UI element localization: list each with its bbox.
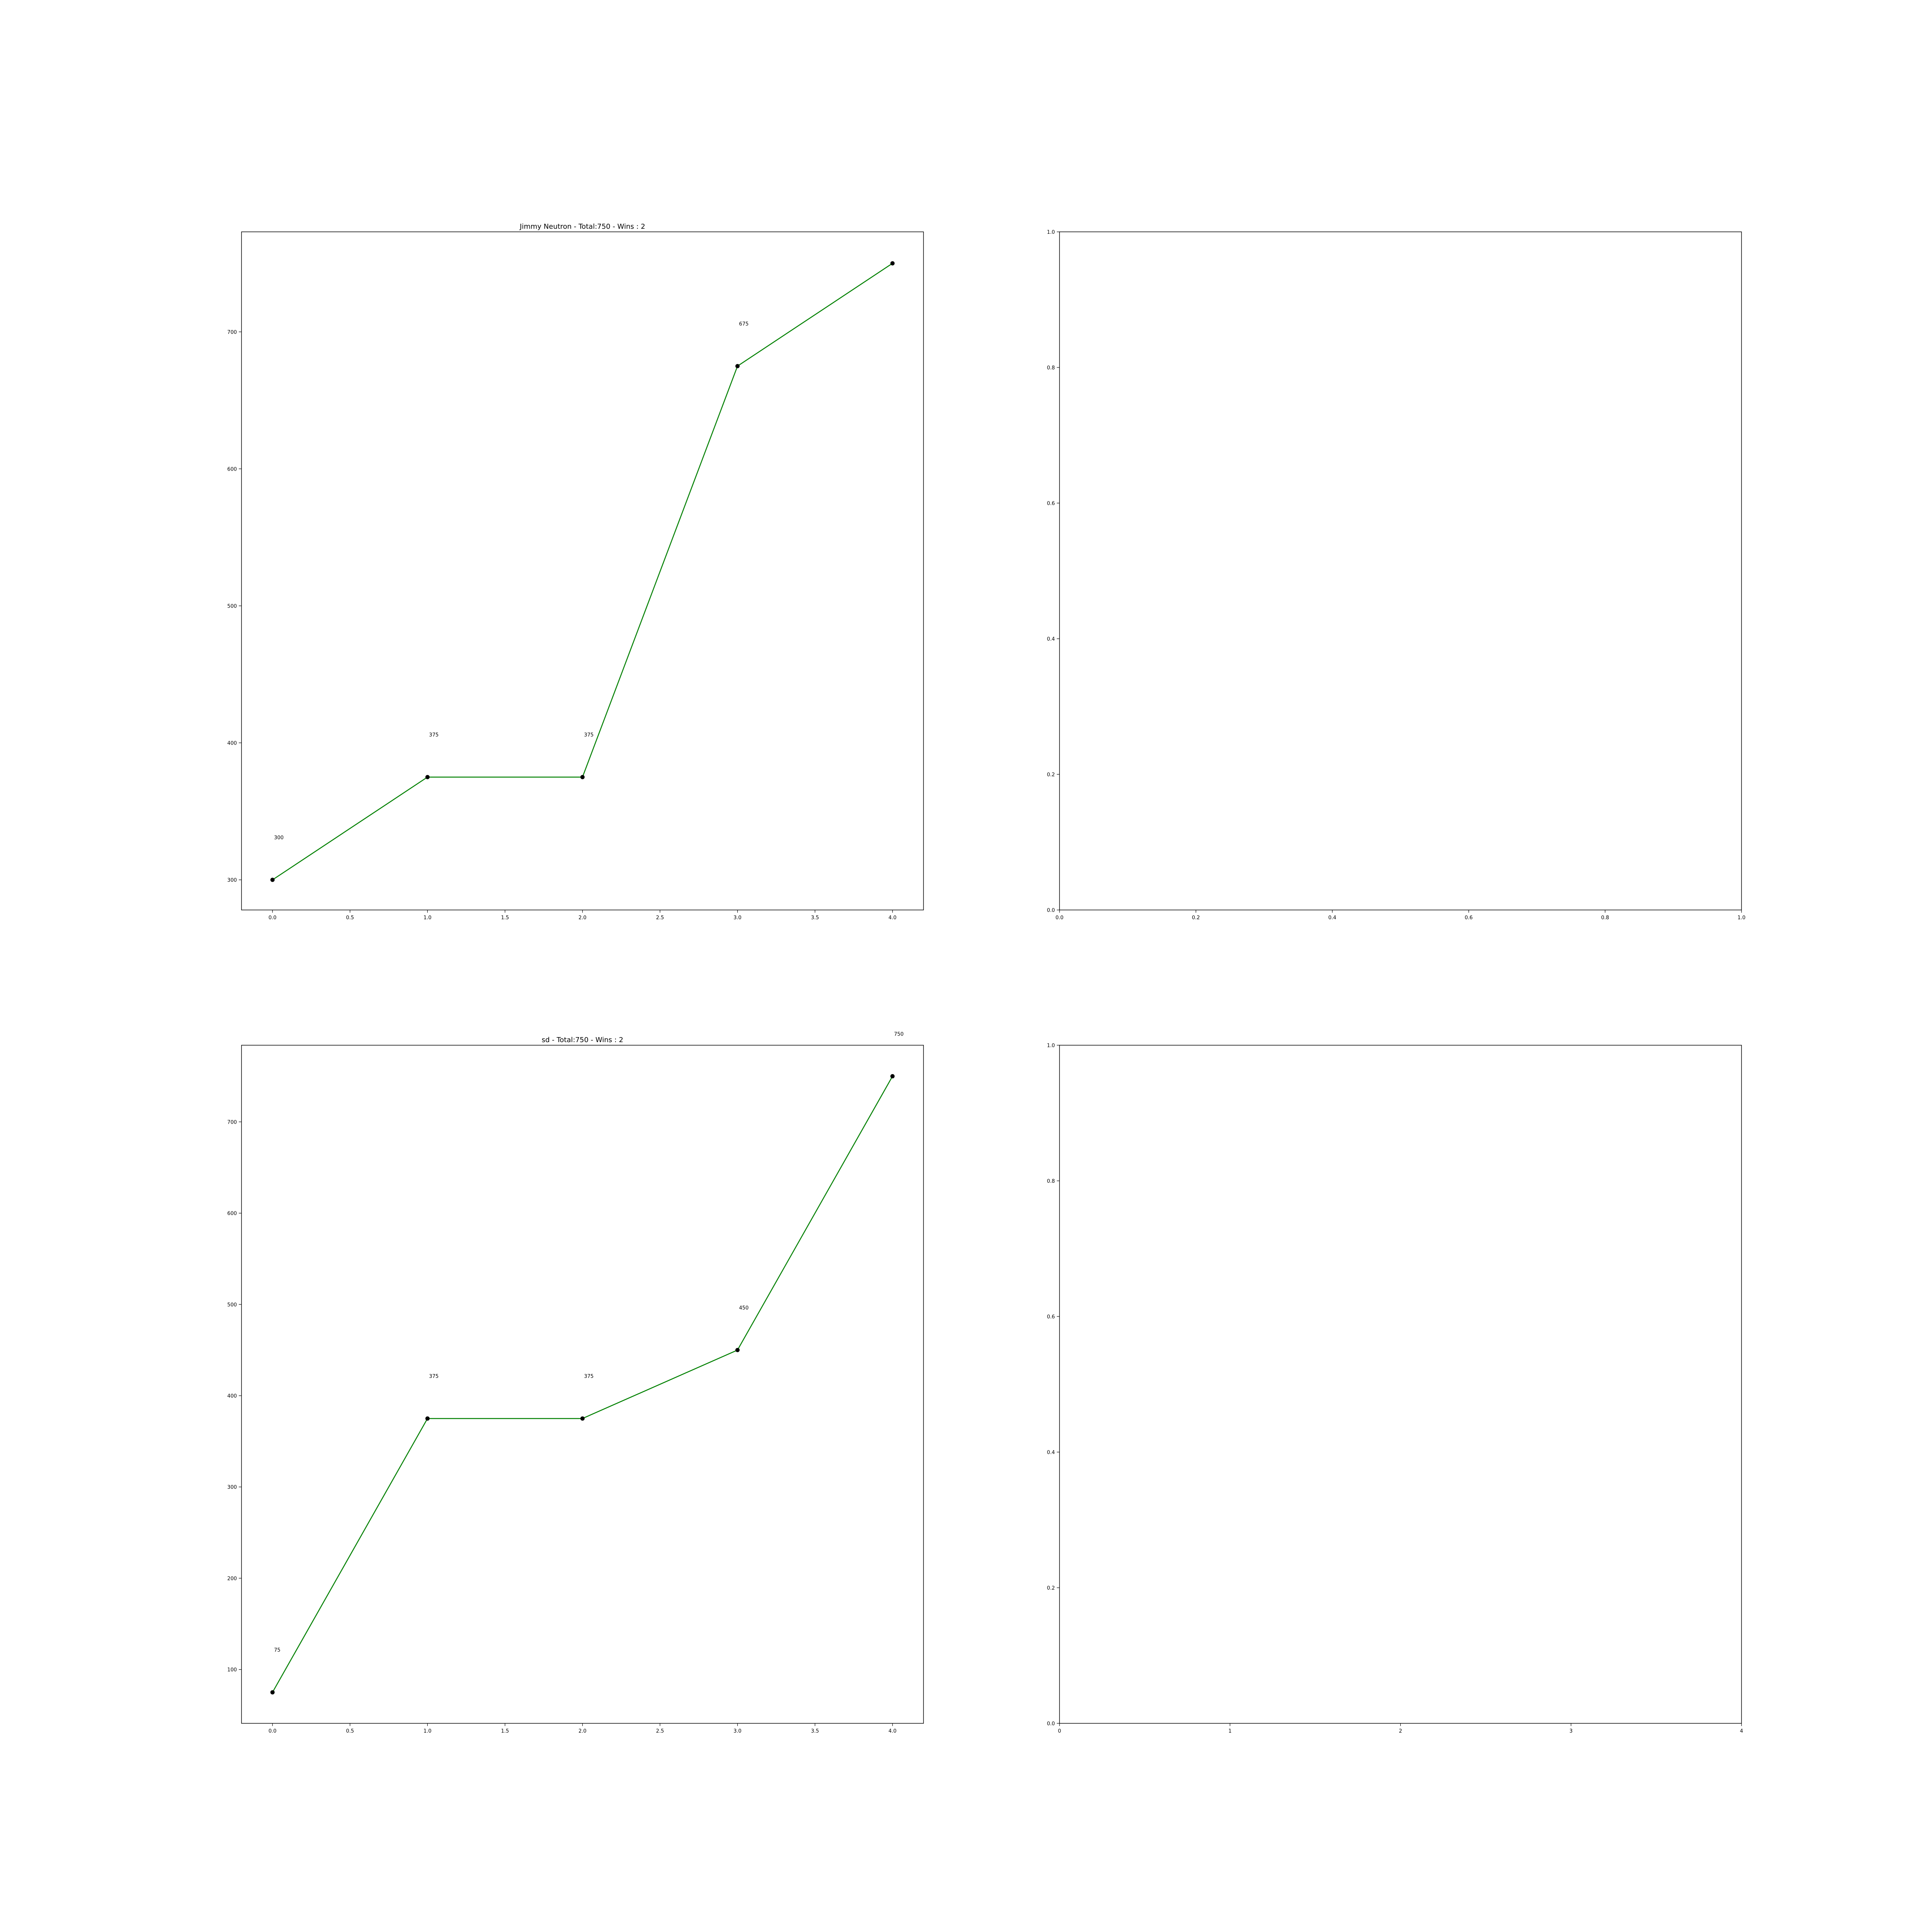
data-point [735, 364, 740, 368]
data-label: 375 [584, 1374, 594, 1379]
x-tick-label: 2 [1399, 1728, 1402, 1734]
data-point [270, 878, 275, 882]
data-label: 75 [274, 1648, 281, 1653]
x-tick-label: 2.5 [656, 915, 664, 921]
x-tick-label: 0.0 [269, 1728, 277, 1734]
y-tick-label: 700 [227, 1119, 237, 1125]
y-tick-label: 500 [227, 604, 237, 609]
y-tick-label: 0.8 [1047, 365, 1055, 371]
x-tick-label: 0.5 [346, 915, 354, 921]
x-tick-label: 1.5 [501, 1728, 509, 1734]
x-tick-label: 0.6 [1465, 915, 1473, 921]
y-tick-label: 1.0 [1047, 230, 1055, 235]
x-tick-label: 0.8 [1601, 915, 1609, 921]
y-tick-label: 500 [227, 1302, 237, 1308]
x-tick-label: 0.0 [269, 915, 277, 921]
y-tick-label: 0.6 [1047, 501, 1055, 507]
axes-frame [1059, 231, 1742, 910]
x-tick-label: 3.0 [733, 1728, 742, 1734]
data-point [890, 261, 895, 266]
data-label: 750 [894, 1031, 904, 1037]
data-point [890, 1074, 895, 1078]
x-tick-label: 3 [1570, 1728, 1573, 1734]
x-tick-label: 2.0 [578, 915, 587, 921]
data-point [735, 1348, 740, 1352]
y-tick-label: 300 [227, 1485, 237, 1490]
x-tick-label: 1.0 [423, 915, 432, 921]
y-tick-label: 600 [227, 1211, 237, 1217]
y-tick-label: 0.4 [1047, 636, 1055, 642]
y-tick-label: 0.2 [1047, 772, 1055, 778]
x-tick-label: 0.0 [1056, 915, 1064, 921]
x-tick-label: 0 [1058, 1728, 1061, 1734]
y-tick-label: 1.0 [1047, 1043, 1055, 1049]
x-tick-label: 0.2 [1192, 915, 1200, 921]
x-tick-label: 3.0 [733, 915, 742, 921]
data-label: 375 [429, 1374, 439, 1379]
data-point [580, 775, 585, 779]
x-tick-label: 2.0 [578, 1728, 587, 1734]
x-tick-label: 4.0 [888, 915, 896, 921]
y-tick-label: 100 [227, 1667, 237, 1673]
x-tick-label: 2.5 [656, 1728, 664, 1734]
chart-title: Jimmy Neutron - Total:750 - Wins : 2 [519, 223, 645, 231]
chart-panel-top-left: Jimmy Neutron - Total:750 - Wins : 2 0.0 0… [227, 223, 924, 921]
x-tick-label: 1.0 [423, 1728, 432, 1734]
y-tick-label: 0.6 [1047, 1314, 1055, 1320]
data-label: 375 [429, 732, 439, 738]
x-tick-label: 1 [1228, 1728, 1231, 1734]
data-label: 300 [274, 835, 284, 841]
data-label: 450 [739, 1305, 749, 1311]
y-tick-label: 200 [227, 1576, 237, 1582]
data-point [425, 775, 430, 779]
x-tick-label: 1.0 [1738, 915, 1746, 921]
chart-title: sd - Total:750 - Wins : 2 [542, 1036, 623, 1044]
y-tick-label: 400 [227, 1393, 237, 1399]
chart-panel-bottom-left: sd - Total:750 - Wins : 2 0.0 0.5 1.0 1.5 2.0… [227, 1031, 924, 1734]
y-tick-label: 0.0 [1047, 908, 1055, 913]
x-tick-label: 4.0 [888, 1728, 896, 1734]
data-label: 675 [739, 321, 749, 327]
x-tick-label: 0.5 [346, 1728, 354, 1734]
y-tick-label: 0.0 [1047, 1721, 1055, 1727]
y-tick-label: 400 [227, 740, 237, 746]
x-tick-label: 3.5 [811, 1728, 819, 1734]
y-tick-label: 600 [227, 466, 237, 472]
data-point [425, 1416, 430, 1421]
y-tick-label: 0.2 [1047, 1585, 1055, 1591]
data-point [270, 1690, 275, 1695]
data-point [580, 1416, 585, 1421]
y-tick-label: 0.4 [1047, 1450, 1055, 1456]
x-tick-label: 1.5 [501, 915, 509, 921]
x-tick-label: 3.5 [811, 915, 819, 921]
chart-panel-bottom-right: 0 1 2 3 4 0.0 0.2 0.4 0.6 0.8 1.0 [1047, 1043, 1743, 1734]
y-tick-label: 300 [227, 878, 237, 883]
y-tick-label: 0.8 [1047, 1179, 1055, 1184]
chart-panel-top-right: 0.0 0.2 0.4 0.6 0.8 1.0 0.0 0.2 0.4 0.6 0.8 1.0 [1047, 230, 1745, 921]
y-tick-label: 700 [227, 330, 237, 335]
x-tick-label: 0.4 [1328, 915, 1337, 921]
data-label: 375 [584, 732, 594, 738]
x-tick-label: 4 [1740, 1728, 1743, 1734]
